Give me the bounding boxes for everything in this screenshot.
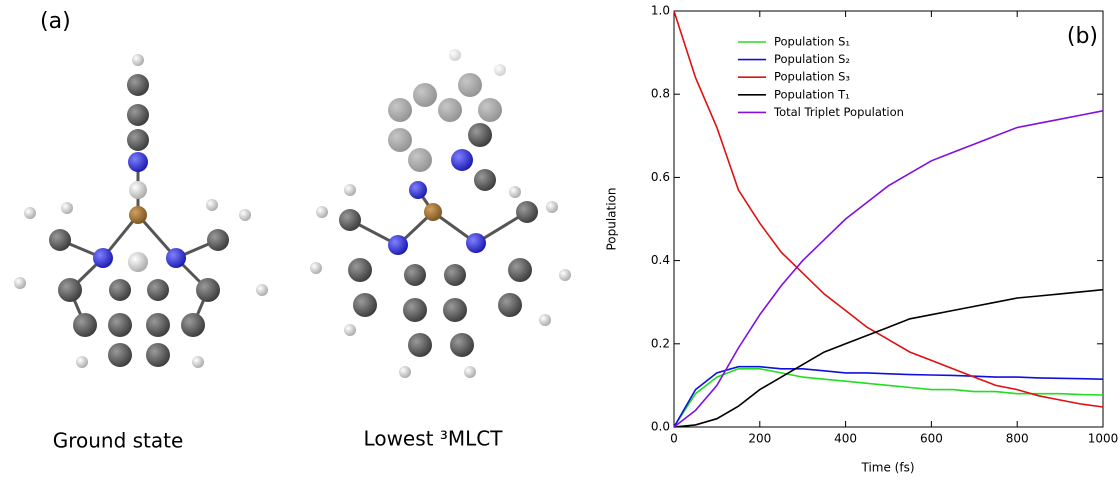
x-tick-label: 400	[834, 432, 857, 446]
x-tick-label: 600	[920, 432, 943, 446]
x-tick-label: 200	[748, 432, 771, 446]
x-tick-label: 800	[1006, 432, 1029, 446]
panel-label: (b)	[1067, 24, 1098, 49]
legend-label: Population T₁	[774, 87, 850, 101]
series-line	[674, 290, 1103, 427]
y-tick-label: 0.4	[651, 253, 670, 267]
caption: Ground state	[53, 429, 184, 453]
legend-label: Population S₂	[774, 52, 850, 66]
y-tick-label: 0.6	[651, 170, 670, 184]
y-axis-label: Population	[605, 187, 619, 250]
x-tick-label: 1000	[1088, 432, 1119, 446]
x-axis-label: Time (fs)	[860, 461, 914, 475]
legend-label: Total Triplet Population	[773, 105, 904, 119]
series-line	[674, 367, 1103, 427]
y-tick-label: 1.0	[651, 4, 670, 18]
figure: (a)	[0, 0, 1120, 478]
molecule-ground	[14, 54, 268, 368]
y-tick-label: 0.0	[651, 420, 670, 434]
x-tick-label: 0	[670, 432, 678, 446]
series-line	[674, 111, 1103, 427]
panel-label: (a)	[40, 9, 71, 34]
y-tick-label: 0.2	[651, 336, 670, 350]
molecule-mlct	[310, 49, 571, 378]
page: {"panel_a": {"label": "(a)", "captions":…	[0, 0, 1120, 478]
legend-label: Population S₃	[774, 70, 850, 84]
plot-frame	[674, 11, 1103, 427]
y-tick-label: 0.8	[651, 87, 670, 101]
caption: Lowest ³MLCT	[364, 427, 504, 451]
legend-label: Population S₁	[774, 35, 850, 49]
